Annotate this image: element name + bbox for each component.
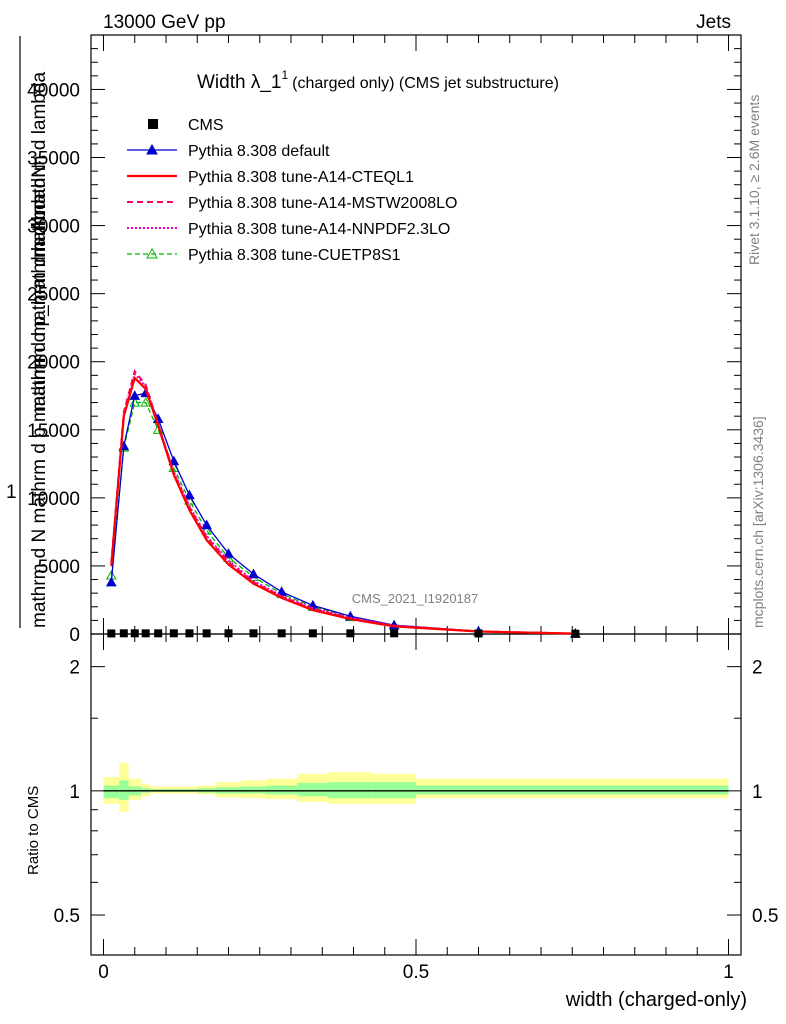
ratio-tick-label-right: 2: [752, 658, 763, 679]
ratio-band-inner: [541, 785, 729, 795]
legend-marker-default: [146, 143, 158, 155]
y-tick-label: 20000: [27, 353, 80, 374]
y-tick-label: 15000: [27, 421, 80, 442]
x-axis-label: width (charged-only): [565, 989, 747, 1011]
y-tick-label: 30000: [27, 217, 80, 238]
cms-data-point: [224, 629, 233, 638]
legend-marker-cuetp8s1: [146, 247, 158, 259]
cms-data-point: [308, 629, 317, 638]
cms-data-point: [169, 629, 178, 638]
ratio-tick-label-right: 1: [752, 782, 763, 803]
x-tick-label: 0.5: [403, 962, 429, 983]
legend-label: Pythia 8.308 tune-A14-CTEQL1: [188, 169, 414, 186]
ratio-bands: [103, 762, 729, 812]
cms-data-point: [346, 629, 355, 638]
cms-data-point: [390, 629, 399, 638]
cms-data-point: [154, 629, 163, 638]
rivet-label: Rivet 3.1.10, ≥ 2.6M events: [746, 95, 762, 265]
cms-data-point: [249, 629, 258, 638]
series-layer: [105, 369, 581, 638]
series-marker-cuetp8s1: [140, 397, 152, 407]
header-left: 13000 GeV pp: [103, 12, 226, 33]
ratio-ticks: 0.5 0.5 1 1 2 2: [54, 658, 779, 927]
ratio-band-inner: [328, 782, 373, 799]
legend: CMS Pythia 8.308 default Pythia 8.308 tune…: [127, 117, 457, 264]
cms-data-point: [277, 629, 286, 638]
title-sup: 1: [281, 68, 288, 82]
legend-label: CMS: [188, 117, 224, 134]
ratio-band-inner: [416, 785, 541, 795]
series-marker-cuetp8s1: [129, 397, 141, 407]
y-tick-label: 10000: [27, 489, 80, 510]
cms-data-point: [107, 629, 116, 638]
ratio-tick-label-left: 0.5: [54, 906, 80, 927]
series-marker-default: [184, 489, 195, 500]
ylabel-top2: mathrm d p_mathrm d mathrm d lambda: [29, 72, 50, 412]
ratio-tick-label-left: 2: [69, 658, 80, 679]
legend-label: Pythia 8.308 tune-A14-NNPDF2.3LO: [188, 221, 450, 238]
ratio-tick-label-left: 1: [69, 782, 80, 803]
y-tick-label: 35000: [27, 149, 80, 170]
ylabel-bottom: mathrm d N mathrm d p mathrm d mathrm d …: [29, 188, 50, 628]
series-marker-default: [201, 519, 212, 530]
legend-label: Pythia 8.308 tune-CUETP8S1: [188, 247, 401, 264]
legend-label: Pythia 8.308 default: [188, 143, 330, 160]
series-line-nnpdf: [110, 371, 576, 635]
cms-data-point: [130, 629, 139, 638]
cms-data-point: [474, 629, 483, 638]
mcplots-label: mcplots.cern.ch [arXiv:1306.3436]: [750, 416, 766, 628]
series-line-default: [110, 392, 576, 635]
plot-title: Width λ_11 (charged only) (CMS jet substr…: [197, 68, 559, 93]
ratio-band-inner: [266, 785, 298, 795]
ratio-tick-label-right: 0.5: [752, 906, 778, 927]
y-tick-label: 40000: [27, 80, 80, 101]
series-line-mstw: [110, 369, 576, 635]
cms-data-point: [141, 629, 150, 638]
legend-label: Pythia 8.308 tune-A14-MSTW2008LO: [188, 195, 457, 212]
main-y-ticks: 0 5000 10000 15000 20000 25000 30000 35000 40000: [27, 48, 741, 646]
legend-marker-cms: [148, 119, 158, 129]
title-main: Width λ_1: [197, 72, 281, 93]
watermark: CMS_2021_I1920187: [352, 591, 479, 606]
series-line-cuetp8s1: [110, 401, 576, 635]
y-tick-label: 0: [69, 625, 80, 646]
series-marker-default: [223, 548, 234, 558]
cms-data-point: [119, 629, 128, 638]
y-tick-label: 5000: [38, 557, 80, 578]
y-tick-label: 25000: [27, 285, 80, 306]
x-tick-label: 0: [98, 962, 109, 983]
ratio-band-inner: [372, 782, 416, 799]
ylabel-one: 1: [6, 482, 17, 503]
series-marker-default: [248, 568, 259, 579]
cms-data-point: [185, 629, 194, 638]
cms-data-point: [202, 629, 211, 638]
ratio-ylabel: Ratio to CMS: [25, 786, 42, 875]
series-marker-default: [105, 576, 117, 587]
ratio-band-inner: [103, 785, 120, 799]
header-right: Jets: [696, 12, 731, 33]
x-tick-label: 1: [723, 962, 734, 983]
ratio-band-inner: [241, 786, 266, 794]
series-line-cteql1: [110, 375, 576, 635]
cms-data-point: [571, 629, 580, 638]
ylabel-top: mathrm dN: [29, 164, 50, 258]
ratio-band-inner: [297, 782, 329, 797]
series-marker-default: [129, 390, 141, 400]
title-rest: (charged only) (CMS jet substructure): [292, 75, 559, 92]
